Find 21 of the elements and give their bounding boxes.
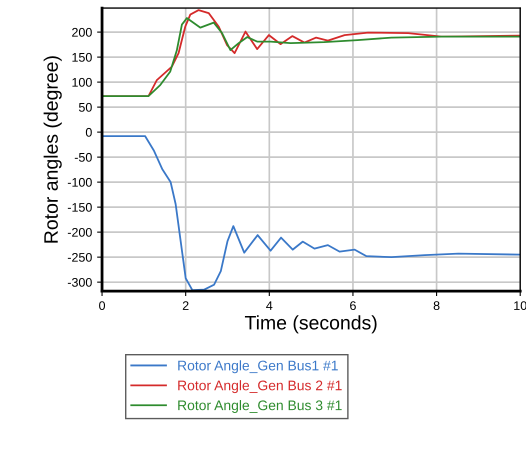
legend-label: Rotor Angle_Gen Bus 3 #1 — [178, 400, 342, 413]
y-tick-label: 0 — [86, 128, 92, 137]
y-tick-label: -100 — [68, 178, 92, 187]
y-tick-label: 200 — [72, 28, 92, 37]
y-tick-label: -250 — [68, 252, 92, 262]
x-tick-label: 2 — [182, 301, 189, 310]
y-axis-title: Rotor angles (degree) — [44, 56, 62, 243]
y-tick-label: 100 — [72, 78, 92, 87]
x-axis-title: Time (seconds) — [244, 315, 377, 334]
y-tick-label: -200 — [68, 228, 92, 237]
legend-label: Rotor Angle_Gen Bus 2 #1 — [178, 380, 342, 394]
x-tick-label: 0 — [99, 301, 106, 310]
x-tick-label: 8 — [434, 301, 440, 310]
y-tick-label: -50 — [74, 152, 92, 162]
x-tick-label: 6 — [350, 301, 356, 310]
y-tick-label: 150 — [72, 52, 92, 62]
y-tick-label: -150 — [68, 202, 92, 212]
legend-label: Rotor Angle_Gen Bus1 #1 — [178, 360, 338, 374]
y-tick-label: 50 — [78, 102, 92, 112]
x-tick-label: 4 — [266, 301, 272, 310]
y-tick-label: -300 — [68, 278, 92, 287]
